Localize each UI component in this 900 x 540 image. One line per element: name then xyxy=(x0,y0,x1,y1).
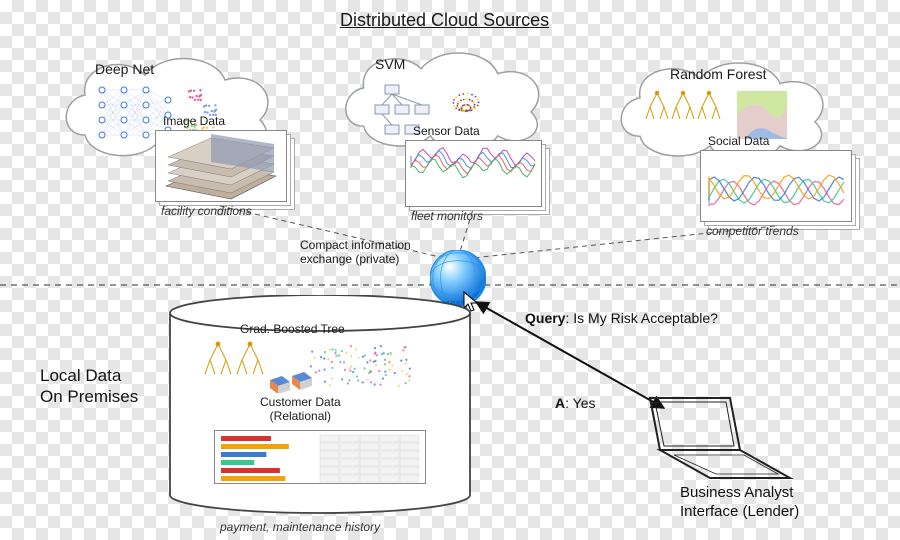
panel-caption: fleet monitors xyxy=(411,209,483,223)
cyl-caption: payment, maintenance history xyxy=(220,520,380,534)
data-label: Sensor Data xyxy=(413,124,480,138)
answer-text: A: Yes xyxy=(555,395,596,411)
panel-caption: competitor trends xyxy=(706,224,799,238)
local-data-heading: Local DataOn Premises xyxy=(40,365,138,408)
cloud-algo: SVM xyxy=(375,56,405,72)
laptop-icon xyxy=(620,390,810,490)
data-label: Social Data xyxy=(708,134,769,148)
panel-caption: facility conditions xyxy=(161,204,252,218)
query-text: Query: Is My Risk Acceptable? xyxy=(525,310,718,326)
exchange-label: Compact informationexchange (private) xyxy=(300,238,430,267)
customer-data-label: Customer Data(Relational) xyxy=(260,396,341,424)
customer-table xyxy=(214,430,426,484)
data-panel-rf xyxy=(700,150,852,222)
page-title: Distributed Cloud Sources xyxy=(340,10,549,31)
laptop-label: Business AnalystInterface (Lender) xyxy=(680,484,799,522)
data-label: Image Data xyxy=(163,114,225,128)
data-panel-deepnet xyxy=(155,130,287,202)
cloud-algo: Deep Net xyxy=(95,61,154,77)
data-panel-svm xyxy=(405,140,542,207)
cyl-algo: Grad. Boosted Tree xyxy=(240,322,345,336)
cloud-algo: Random Forest xyxy=(670,66,766,82)
